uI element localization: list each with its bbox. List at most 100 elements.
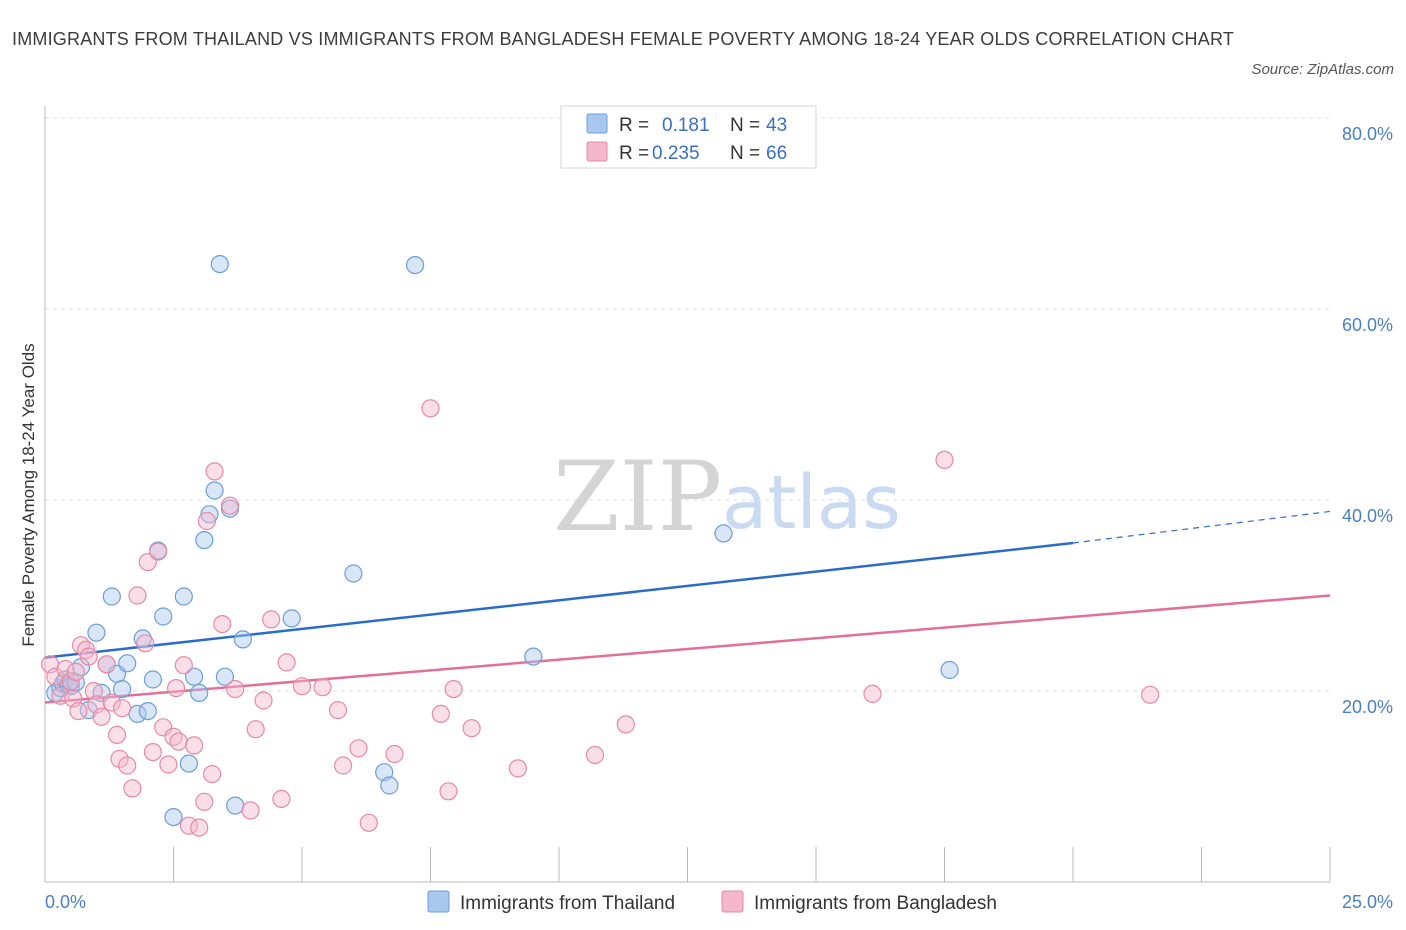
- point-series0-14: [112, 679, 132, 699]
- point-series1-58: [444, 679, 463, 699]
- point-series1-25: [149, 542, 168, 561]
- point-series1-36: [197, 511, 216, 531]
- point-series0-35: [282, 609, 301, 628]
- chart-source: Source: ZipAtlas.com: [1251, 61, 1394, 78]
- point-series1-64: [935, 450, 954, 469]
- legend-n-value-2: 66: [766, 143, 787, 164]
- point-series1-60: [508, 759, 528, 778]
- point-series0-30: [210, 255, 229, 274]
- x-tick-label-max: 25.0%: [1342, 892, 1393, 912]
- point-series0-12: [102, 587, 121, 606]
- legend-swatch-thailand: [586, 113, 608, 134]
- point-series0-39: [406, 256, 425, 275]
- point-series0-18: [138, 701, 157, 721]
- axes: [44, 106, 1331, 883]
- point-series1-41: [226, 679, 245, 699]
- point-series1-50: [328, 700, 348, 720]
- point-series1-33: [185, 736, 204, 755]
- point-series1-24: [143, 742, 162, 762]
- data-points: [40, 255, 1160, 837]
- point-series1-49: [313, 678, 332, 697]
- legend-swatch-bangladesh: [586, 141, 608, 162]
- point-series0-26: [190, 683, 209, 703]
- point-series1-48: [292, 677, 312, 696]
- top-legend: R = 0.181 N = 43 R = 0.235 N = 66: [560, 105, 817, 169]
- point-series1-14: [97, 655, 116, 674]
- bottom-legend-label-bangladesh: Immigrants from Bangladesh: [754, 893, 997, 914]
- legend-r-value-2: 0.235: [652, 143, 700, 164]
- point-series0-33: [226, 796, 245, 815]
- point-series1-47: [277, 653, 296, 672]
- legend-r-value-1: 0.181: [662, 115, 710, 136]
- point-series1-56: [431, 704, 450, 724]
- trend-line-series0: [44, 541, 1074, 659]
- point-series0-31: [215, 667, 234, 686]
- point-series0-9: [87, 623, 106, 642]
- point-series0-15: [118, 654, 137, 673]
- point-series1-20: [123, 779, 142, 798]
- point-series1-44: [254, 691, 273, 710]
- point-series1-35: [195, 792, 214, 811]
- point-series1-10: [79, 647, 98, 666]
- trend-extension-series0: [1072, 510, 1331, 544]
- point-series0-24: [179, 754, 198, 773]
- point-series0-17: [133, 629, 152, 648]
- point-series1-65: [1140, 685, 1160, 704]
- point-series1-55: [421, 399, 440, 418]
- y-tick-label-80: 80.0%: [1342, 124, 1393, 144]
- bottom-legend-swatch-thailand: [427, 890, 450, 913]
- point-series0-23: [174, 587, 193, 606]
- point-series1-45: [262, 610, 281, 629]
- point-series1-16: [107, 725, 127, 745]
- bottom-legend-label-thailand: Immigrants from Thailand: [460, 893, 675, 914]
- point-series1-17: [110, 749, 129, 768]
- point-series1-40: [220, 496, 240, 515]
- point-series0-38: [380, 776, 399, 795]
- point-series1-13: [92, 707, 111, 726]
- point-series0-36: [344, 564, 363, 583]
- point-series1-29: [167, 678, 186, 698]
- legend-r-label-1: R =: [619, 115, 649, 136]
- point-series0-22: [164, 807, 183, 827]
- point-series1-59: [462, 719, 481, 738]
- point-series0-41: [714, 524, 733, 543]
- point-series0-27: [195, 530, 214, 550]
- point-series1-37: [203, 764, 222, 784]
- point-series1-18: [112, 699, 132, 718]
- point-series1-15: [102, 693, 121, 712]
- y-tick-labels: 20.0% 40.0% 60.0% 80.0%: [1342, 124, 1393, 717]
- point-series1-22: [136, 634, 155, 653]
- point-series0-29: [205, 481, 224, 500]
- watermark-atlas: atlas: [722, 460, 901, 546]
- point-series1-30: [169, 732, 188, 751]
- bottom-legend: Immigrants from Thailand Immigrants from…: [427, 890, 997, 914]
- point-series1-31: [174, 656, 193, 675]
- trend-line-series1: [44, 594, 1331, 704]
- trend-lines: [44, 510, 1331, 704]
- point-series1-38: [205, 462, 224, 481]
- point-series1-57: [439, 782, 458, 801]
- point-series1-54: [385, 744, 404, 764]
- legend-n-label-2: N =: [730, 143, 760, 164]
- point-series1-11: [84, 681, 103, 701]
- point-series0-25: [185, 667, 204, 686]
- y-axis-label: Female Poverty Among 18-24 Year Olds: [19, 343, 38, 646]
- point-series1-62: [616, 715, 635, 734]
- legend-n-label-1: N =: [730, 115, 760, 136]
- y-tick-label-40: 40.0%: [1342, 506, 1393, 526]
- point-series1-21: [128, 586, 147, 605]
- point-series1-53: [359, 813, 378, 832]
- point-series1-52: [349, 739, 368, 758]
- point-series1-34: [190, 818, 209, 837]
- point-series1-27: [159, 755, 178, 774]
- point-series1-43: [246, 720, 265, 739]
- bottom-legend-swatch-bangladesh: [721, 890, 744, 913]
- legend-r-label-2: R =: [619, 143, 649, 164]
- watermark-zip: ZIP: [553, 441, 722, 553]
- point-series1-7: [69, 701, 88, 721]
- y-tick-label-60: 60.0%: [1342, 315, 1393, 335]
- chart-title: IMMIGRANTS FROM THAILAND VS IMMIGRANTS F…: [12, 29, 1235, 49]
- point-series1-51: [334, 756, 353, 775]
- point-series0-40: [524, 647, 543, 666]
